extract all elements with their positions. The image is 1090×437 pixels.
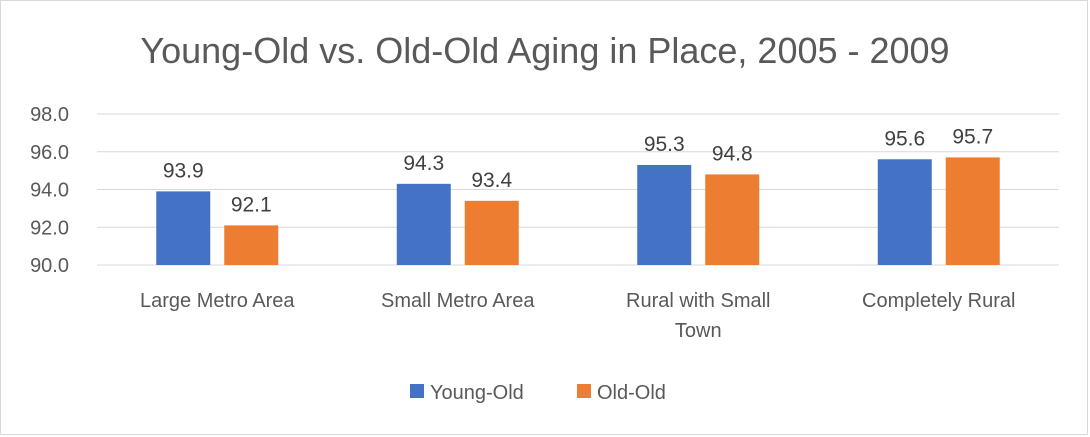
legend-swatch <box>577 384 591 398</box>
chart-title: Young-Old vs. Old-Old Aging in Place, 20… <box>140 30 949 71</box>
y-tick-label: 94.0 <box>30 180 69 202</box>
y-tick-label: 98.0 <box>30 104 69 126</box>
bar-young-old <box>877 159 932 265</box>
y-tick-label: 92.0 <box>30 217 69 239</box>
x-category-label: Completely Rural <box>862 290 1015 312</box>
x-category-label: Rural with Small <box>626 290 770 312</box>
y-tick-label: 90.0 <box>30 255 69 277</box>
data-label: 93.9 <box>163 159 204 182</box>
data-label: 93.4 <box>471 169 512 192</box>
data-labels: 93.9 92.1 94.3 93.4 95.3 94.8 95.6 95.7 <box>163 125 993 216</box>
legend-label: Old-Old <box>597 382 666 404</box>
bars <box>156 157 1000 265</box>
y-tick-label: 96.0 <box>30 142 69 164</box>
legend-label: Young-Old <box>430 382 524 404</box>
bar-old-old <box>945 157 1000 265</box>
data-label: 95.6 <box>884 127 925 150</box>
bar-old-old <box>224 225 279 265</box>
x-axis: Large Metro Area Small Metro Area Rural wi… <box>140 290 1015 342</box>
data-label: 95.3 <box>644 133 685 156</box>
legend-swatch <box>410 384 424 398</box>
y-axis: 90.0 92.0 94.0 96.0 98.0 <box>30 104 69 277</box>
bar-old-old <box>464 200 519 265</box>
bar-young-old <box>637 164 692 265</box>
bar-young-old <box>156 191 211 265</box>
data-label: 92.1 <box>231 193 272 216</box>
x-category-label: Large Metro Area <box>140 290 295 312</box>
data-label: 94.8 <box>712 142 753 165</box>
x-category-label: Town <box>675 320 722 342</box>
bar-young-old <box>396 183 451 265</box>
legend: Young-Old Old-Old <box>410 382 666 404</box>
x-category-label: Small Metro Area <box>381 290 535 312</box>
bar-old-old <box>705 174 760 265</box>
data-label: 94.3 <box>403 152 444 175</box>
data-label: 95.7 <box>952 125 993 148</box>
